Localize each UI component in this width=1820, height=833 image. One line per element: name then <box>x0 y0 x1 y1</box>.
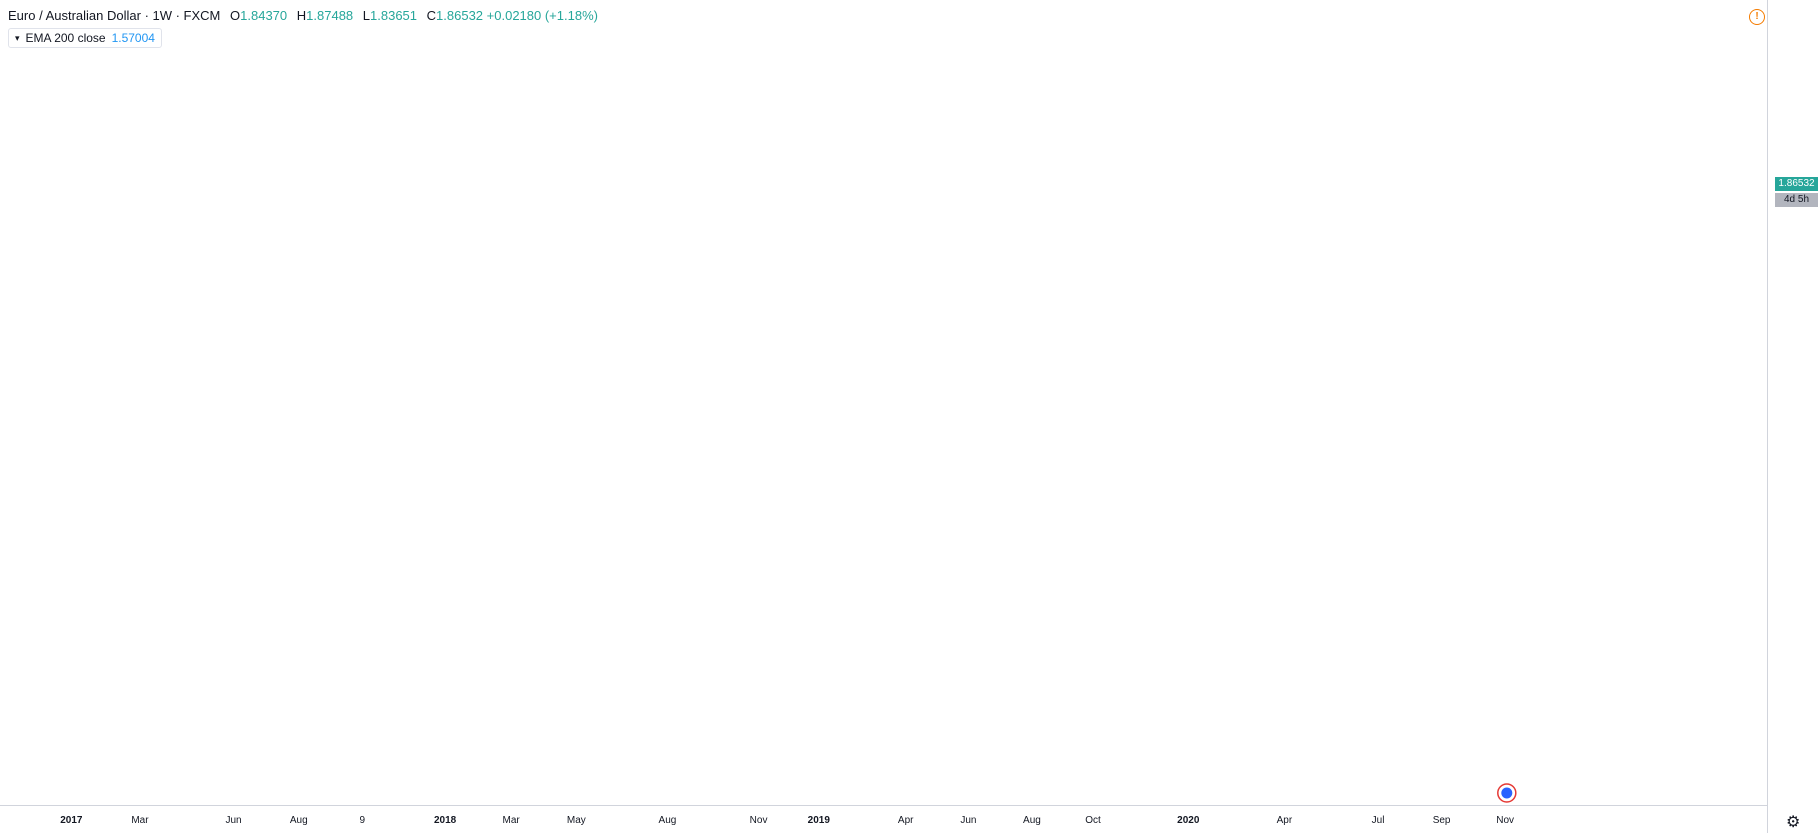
x-tick-label: 2019 <box>808 815 831 826</box>
high-label: H <box>296 8 307 23</box>
price-axis[interactable] <box>1767 0 1820 833</box>
low-value: 1.83651 <box>370 8 418 23</box>
x-tick-label: Nov <box>1496 815 1514 826</box>
open-value: 1.84370 <box>240 8 288 23</box>
x-tick-label: Mar <box>503 815 521 826</box>
x-tick-label: Aug <box>290 815 308 826</box>
ema-label: EMA 200 close <box>25 31 106 45</box>
chevron-down-icon[interactable]: ▾ <box>15 32 20 43</box>
warning-icon[interactable]: ! <box>1749 9 1765 25</box>
x-tick-label: Aug <box>1023 815 1041 826</box>
x-tick-label: 2020 <box>1177 815 1200 826</box>
ema-indicator-legend[interactable]: ▾ EMA 200 close 1.57004 <box>8 28 162 48</box>
low-label: L <box>362 8 371 23</box>
x-tick-label: Mar <box>131 815 149 826</box>
event-marker-dot[interactable] <box>1501 787 1513 799</box>
x-tick-label: 2017 <box>60 815 83 826</box>
x-tick-label: Jun <box>960 815 976 826</box>
x-tick-label: Apr <box>1277 815 1293 826</box>
x-tick-label: Aug <box>659 815 677 826</box>
x-tick-label: Sep <box>1433 815 1451 826</box>
x-tick-label: Nov <box>750 815 768 826</box>
open-label: O <box>230 8 241 23</box>
change-value: +0.02180 (+1.18%) <box>486 8 598 23</box>
current-price-tag: 1.86532 <box>1775 177 1818 191</box>
bar-countdown-tag: 4d 5h <box>1775 193 1818 207</box>
x-tick-label: Apr <box>898 815 914 826</box>
x-tick-label: Jun <box>226 815 242 826</box>
x-tick-label: 2018 <box>434 815 457 826</box>
x-tick-label: 9 <box>360 815 366 826</box>
x-tick-label: Jul <box>1372 815 1385 826</box>
chart-legend: Euro / Australian Dollar · 1W · FXCM O1.… <box>8 8 598 23</box>
symbol-title[interactable]: Euro / Australian Dollar · 1W · FXCM <box>8 8 221 23</box>
close-value: 1.86532 <box>436 8 484 23</box>
high-value: 1.87488 <box>306 8 354 23</box>
x-tick-label: Oct <box>1085 815 1101 826</box>
x-tick-label: May <box>567 815 586 826</box>
ema-value: 1.57004 <box>111 31 155 45</box>
close-label: C <box>426 8 437 23</box>
plot-area[interactable] <box>0 0 1767 805</box>
gear-icon[interactable]: ⚙ <box>1786 814 1801 831</box>
